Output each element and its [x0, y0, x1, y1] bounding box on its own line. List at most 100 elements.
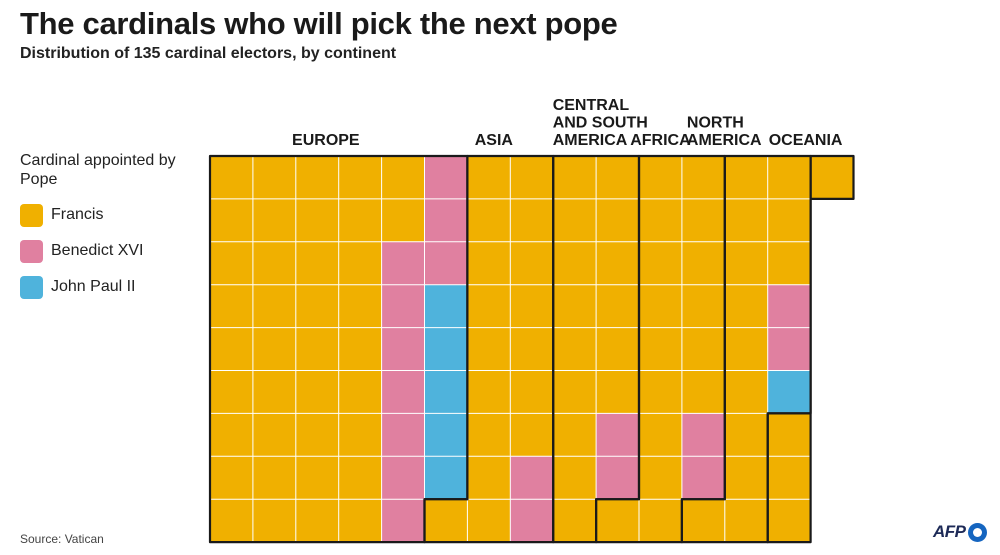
waffle-cell-europe-francis	[252, 370, 297, 414]
waffle-cell-central-and-south-america-francis	[553, 198, 597, 243]
waffle-cell-europe-francis	[210, 327, 254, 371]
waffle-cell-europe-benedict-xvi	[381, 284, 425, 328]
waffle-cell-north-america-benedict-xvi	[767, 284, 811, 328]
waffle-cell-africa-francis	[639, 284, 683, 328]
continent-label-europe: EUROPE	[292, 132, 360, 149]
waffle-cell-europe-john-paul-ii	[424, 327, 468, 371]
waffle-cell-central-and-south-america-benedict-xvi	[596, 413, 640, 457]
waffle-cell-central-and-south-america-francis	[553, 370, 597, 414]
waffle-cells	[210, 156, 854, 543]
waffle-cell-africa-francis	[639, 241, 683, 285]
waffle-cell-europe-francis	[338, 413, 382, 457]
waffle-cell-oceania-francis	[810, 156, 854, 200]
waffle-cell-europe-francis	[338, 156, 382, 200]
waffle-cell-asia-francis	[467, 499, 511, 543]
waffle-cell-europe-benedict-xvi	[381, 499, 425, 543]
waffle-cell-asia-francis	[424, 499, 468, 543]
waffle-cell-central-and-south-america-francis	[553, 413, 597, 457]
waffle-cell-central-and-south-america-francis	[596, 284, 640, 328]
waffle-cell-north-america-john-paul-ii	[767, 370, 811, 414]
waffle-cell-europe-francis	[210, 370, 254, 414]
continent-label-central-and-south-america: AMERICA	[553, 132, 628, 149]
waffle-cell-asia-francis	[510, 413, 554, 457]
waffle-cell-asia-francis	[467, 327, 511, 371]
waffle-cell-africa-francis	[639, 198, 683, 243]
waffle-cell-europe-francis	[338, 198, 382, 243]
waffle-cell-africa-benedict-xvi	[681, 456, 726, 500]
waffle-cell-africa-francis	[639, 370, 683, 414]
chart-title: The cardinals who will pick the next pop…	[20, 6, 618, 41]
waffle-cell-europe-john-paul-ii	[424, 284, 468, 328]
waffle-cell-central-and-south-america-francis	[553, 156, 597, 200]
waffle-cell-north-america-francis	[724, 370, 768, 414]
waffle-cell-africa-francis	[681, 241, 726, 285]
waffle-cell-asia-francis	[467, 198, 511, 243]
waffle-cell-north-america-francis	[767, 241, 811, 285]
waffle-cell-africa-francis	[639, 413, 683, 457]
waffle-cell-europe-francis	[252, 284, 297, 328]
waffle-cell-north-america-francis	[724, 284, 768, 328]
waffle-cell-africa-francis	[639, 327, 683, 371]
waffle-cell-europe-francis	[210, 156, 254, 200]
waffle-cell-europe-francis	[252, 241, 297, 285]
waffle-cell-africa-francis	[681, 370, 726, 414]
waffle-cell-europe-john-paul-ii	[424, 456, 468, 500]
continent-label-oceania: OCEANIA	[769, 132, 843, 149]
waffle-cell-north-america-benedict-xvi	[767, 327, 811, 371]
waffle-cell-oceania-francis	[767, 499, 811, 543]
waffle-cell-north-america-francis	[724, 156, 768, 200]
waffle-cell-oceania-francis	[767, 413, 811, 457]
waffle-cell-central-and-south-america-francis	[553, 284, 597, 328]
legend-item-john-paul: John Paul II	[20, 275, 136, 299]
waffle-cell-central-and-south-america-francis	[553, 327, 597, 371]
waffle-cell-europe-benedict-xvi	[424, 241, 468, 285]
waffle-cell-europe-francis	[252, 499, 297, 543]
waffle-cell-europe-francis	[338, 284, 382, 328]
waffle-cell-europe-francis	[210, 456, 254, 500]
waffle-cell-europe-john-paul-ii	[424, 370, 468, 414]
waffle-cell-europe-benedict-xvi	[381, 241, 425, 285]
waffle-cell-europe-francis	[338, 370, 382, 414]
waffle-cell-asia-francis	[510, 284, 554, 328]
waffle-cell-africa-francis	[639, 156, 683, 200]
waffle-gridlines	[210, 156, 854, 543]
waffle-cell-asia-francis	[467, 156, 511, 200]
waffle-cell-europe-francis	[210, 198, 254, 243]
waffle-cell-europe-francis	[295, 156, 339, 200]
waffle-cell-europe-francis	[295, 198, 339, 243]
waffle-cell-asia-francis	[467, 241, 511, 285]
waffle-cell-africa-francis	[639, 499, 683, 543]
waffle-cell-europe-benedict-xvi	[381, 456, 425, 500]
legend-title: Cardinal appointed by Pope	[20, 152, 176, 188]
waffle-cell-europe-benedict-xvi	[424, 156, 468, 200]
waffle-cell-europe-francis	[338, 241, 382, 285]
waffle-cell-africa-francis	[596, 499, 640, 543]
waffle-cell-europe-francis	[210, 413, 254, 457]
waffle-cell-europe-benedict-xvi	[381, 413, 425, 457]
waffle-cell-europe-john-paul-ii	[424, 413, 468, 457]
legend-swatch-john-paul	[20, 275, 43, 299]
waffle-cell-asia-francis	[510, 156, 554, 200]
waffle-cell-africa-benedict-xvi	[681, 413, 726, 457]
waffle-cell-europe-francis	[381, 198, 425, 243]
waffle-cell-north-america-francis	[767, 156, 811, 200]
waffle-cell-north-america-francis	[724, 413, 768, 457]
waffle-cell-europe-francis	[210, 284, 254, 328]
legend-swatch-benedict	[20, 239, 43, 263]
continent-label-central-and-south-america: CENTRAL	[553, 97, 630, 114]
waffle-cell-oceania-francis	[767, 456, 811, 500]
waffle-cell-europe-francis	[252, 156, 297, 200]
waffle-cell-central-and-south-america-francis	[596, 198, 640, 243]
waffle-cell-africa-francis	[681, 198, 726, 243]
waffle-cell-europe-francis	[295, 241, 339, 285]
waffle-cell-asia-benedict-xvi	[510, 456, 554, 500]
waffle-cell-central-and-south-america-francis	[596, 370, 640, 414]
waffle-cell-central-and-south-america-francis	[596, 156, 640, 200]
continent-label-asia: ASIA	[475, 132, 514, 149]
legend-item-francis: Francis	[20, 203, 103, 227]
waffle-cell-europe-francis	[252, 198, 297, 243]
waffle-cell-north-america-francis	[681, 499, 726, 543]
waffle-cell-asia-francis	[510, 241, 554, 285]
waffle-cell-europe-francis	[210, 241, 254, 285]
waffle-cell-africa-francis	[681, 156, 726, 200]
